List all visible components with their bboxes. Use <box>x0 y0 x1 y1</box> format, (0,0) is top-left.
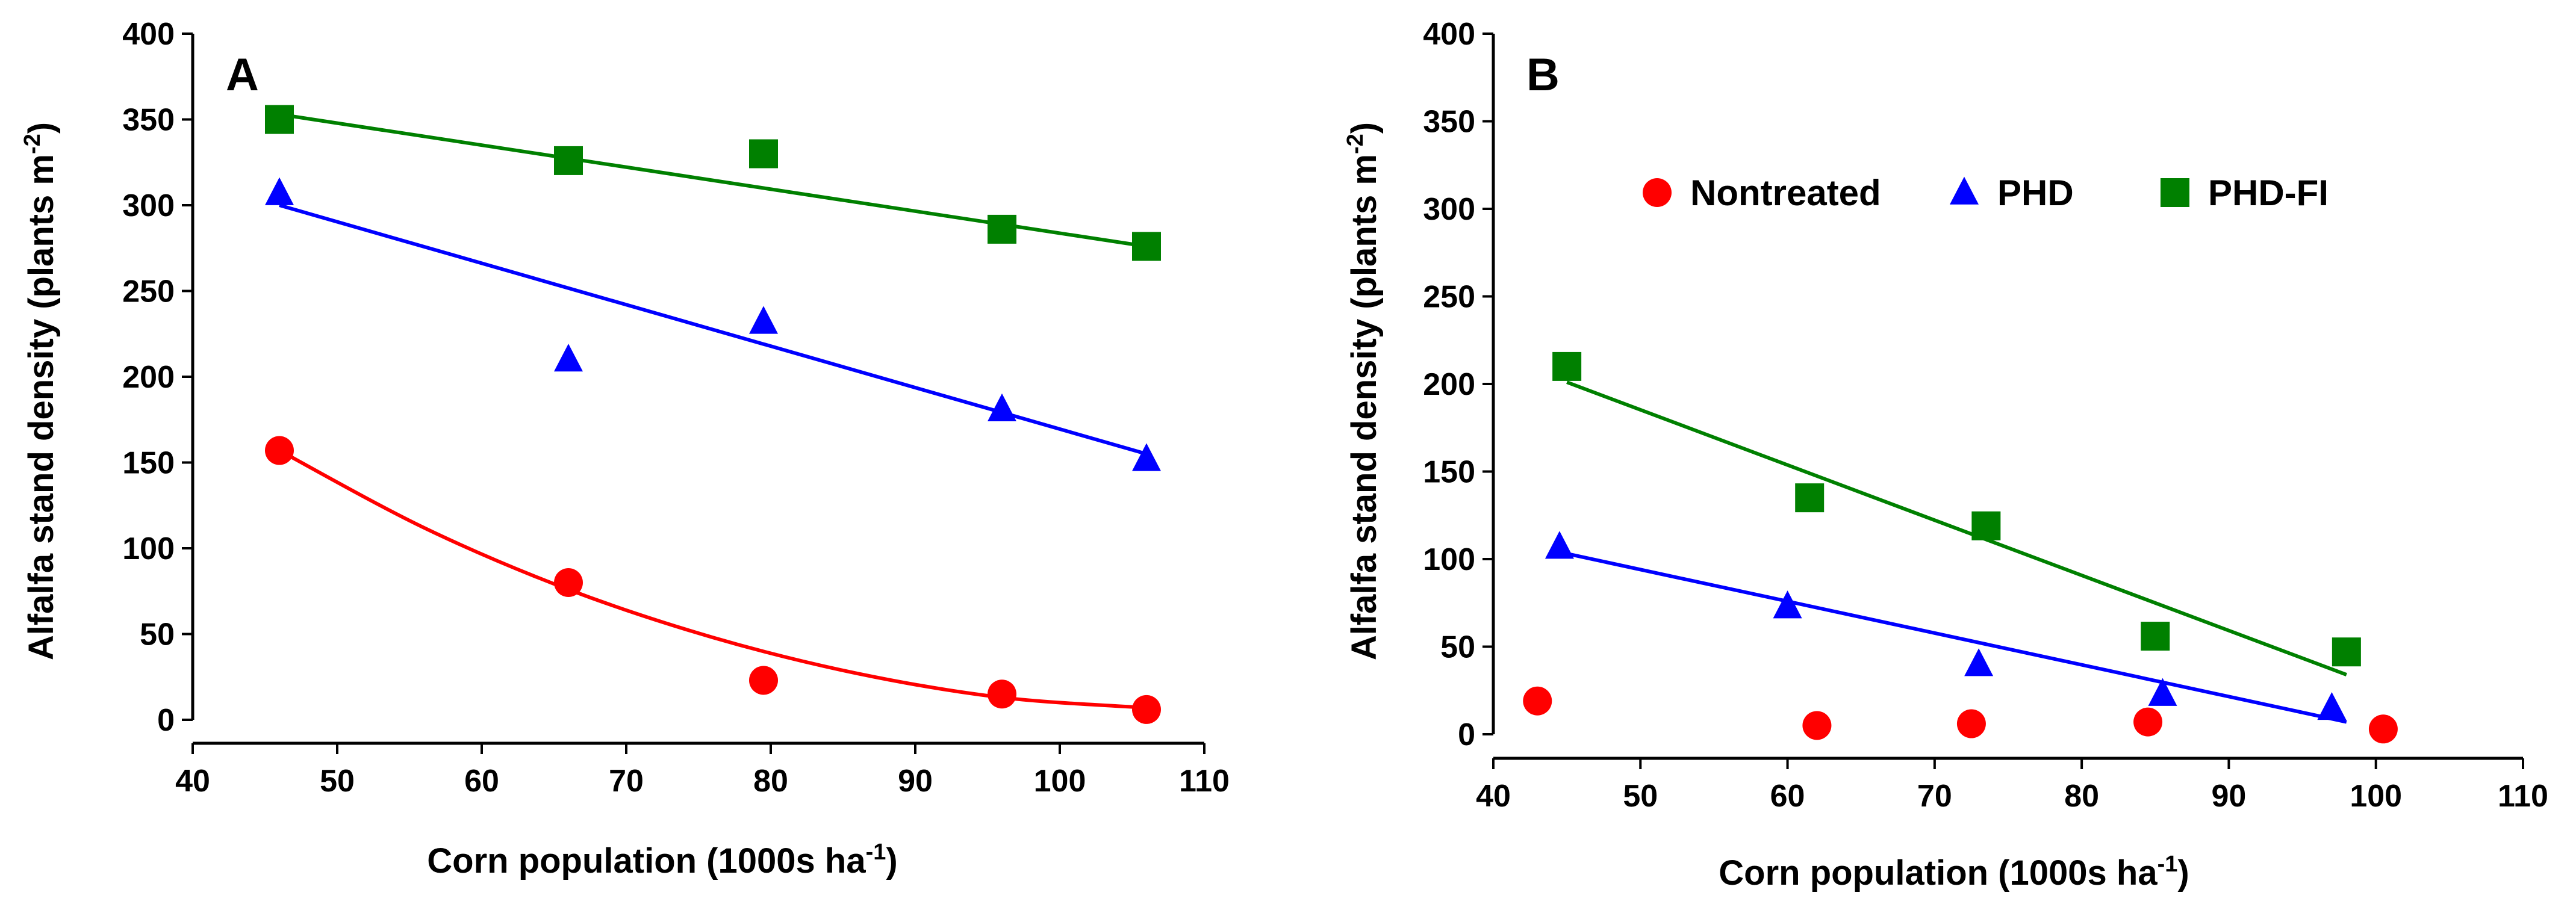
panel-b-point-nontreated <box>1802 711 1832 740</box>
panel-a-x-tick-label: 50 <box>320 764 355 799</box>
panel-b-y-tick-label: 50 <box>1440 630 1475 665</box>
panel-b-x-tick-label: 110 <box>2498 779 2548 814</box>
legend-label-nontreated: Nontreated <box>1690 173 1881 213</box>
panel-a-fit-lines <box>278 112 1147 710</box>
chart-panel-a: 0 50 100 150 200 250 300 350 400 40 50 60 70 80 90 100 1… <box>20 17 1230 880</box>
panel-a-x-tick-label: 40 <box>175 764 210 799</box>
panel-b-x-tick-label: 50 <box>1623 779 1658 814</box>
panel-b-point-phd <box>1545 531 1574 559</box>
panel-b-point-nontreated <box>1523 686 1552 716</box>
panel-b-point-phd-fi <box>1552 351 1582 381</box>
panel-a-point-phd <box>554 344 583 372</box>
panel-a-point-phd-fi <box>265 105 294 134</box>
panel-b-y-tick-label: 0 <box>1458 717 1475 752</box>
panel-b-point-nontreated <box>2368 714 2398 744</box>
panel-b-label: B <box>1526 49 1560 101</box>
panel-b-x-tick-label: 80 <box>2064 779 2099 814</box>
panel-a-x-tick-label: 70 <box>609 764 644 799</box>
panel-b-y-tick-label: 200 <box>1423 367 1475 402</box>
panel-a-y-tick-label: 400 <box>122 17 175 52</box>
panel-a-y-tick-label: 100 <box>122 531 175 566</box>
panel-b-point-phd-fi <box>2141 622 2170 651</box>
panel-a-data-points <box>265 105 1161 724</box>
panel-a-point-phd-fi <box>554 146 583 175</box>
panel-a-point-phd-fi <box>1132 232 1161 261</box>
legend-label-phd: PHD <box>1997 173 2074 213</box>
panel-b-data-points <box>1523 351 2398 744</box>
panel-b-y-tick-label: 400 <box>1423 17 1475 52</box>
panel-a-point-phd <box>1132 443 1161 471</box>
panel-b-legend: Nontreated PHD PHD-FI <box>1643 173 2329 213</box>
panel-b-axes: 0 50 100 150 200 250 300 350 400 40 50 60 70 80 90 100 1… <box>1423 17 2548 814</box>
panel-a-fit-line-nontreated <box>278 448 1147 710</box>
panel-a-point-phd <box>265 177 294 205</box>
panel-b-x-tick-label: 100 <box>2350 779 2402 814</box>
panel-b-x-tick-label: 70 <box>1917 779 1952 814</box>
panel-b-y-tick-label: 150 <box>1423 455 1475 490</box>
panel-a-x-tick-label: 110 <box>1179 764 1230 799</box>
panel-a-label: A <box>226 49 259 101</box>
legend-marker-phd <box>1950 176 1979 205</box>
panel-b-point-phd-fi <box>1971 511 2001 540</box>
panel-a-x-tick-label: 90 <box>898 764 933 799</box>
panel-a-y-tick-label: 200 <box>122 360 175 395</box>
panel-a-point-nontreated <box>988 679 1016 709</box>
panel-a-x-tick-label: 80 <box>753 764 788 799</box>
legend-marker-nontreated <box>1643 178 1672 207</box>
panel-a-y-axis-title: Alfalfa stand density (plants m-2) <box>20 122 61 660</box>
panel-a-y-tick-label: 150 <box>122 446 175 481</box>
panel-a-point-nontreated <box>554 568 583 597</box>
panel-b-y-tick-label: 100 <box>1423 542 1475 577</box>
panel-a-y-tick-label: 300 <box>122 188 175 223</box>
panel-a-x-tick-label: 60 <box>464 764 499 799</box>
panel-a-y-tick-label: 50 <box>140 617 175 652</box>
panel-b-y-tick-label: 250 <box>1423 280 1475 315</box>
chart-panel-b: 0 50 100 150 200 250 300 350 400 40 50 60 70 80 90 100 1… <box>1343 17 2548 893</box>
panel-a-point-phd <box>749 306 778 334</box>
panel-a-point-nontreated <box>1132 695 1161 724</box>
panel-b-fit-line-phd <box>1559 550 2347 724</box>
panel-a-point-nontreated <box>749 666 778 695</box>
panel-b-point-phd-fi <box>1795 483 1825 513</box>
panel-b-point-nontreated <box>1956 709 1986 738</box>
panel-a-point-phd <box>988 393 1016 421</box>
panel-b-fit-lines <box>1559 380 2347 724</box>
panel-b-fit-line-phd-fi <box>1566 380 2347 676</box>
panel-b-y-axis-title: Alfalfa stand density (plants m-2) <box>1343 122 1384 660</box>
legend-marker-phd-fi <box>2161 178 2189 207</box>
panel-b-point-nontreated <box>2133 707 2163 737</box>
panel-a-x-tick-label: 100 <box>1034 764 1086 799</box>
panel-b-point-phd-fi <box>2332 637 2361 667</box>
panel-a-point-phd-fi <box>749 139 778 169</box>
panel-a-point-phd-fi <box>988 214 1016 244</box>
panel-a-x-axis-title: Corn population (1000s ha-1) <box>427 840 897 880</box>
panel-b-x-tick-label: 90 <box>2212 779 2247 814</box>
panel-b-point-phd <box>1964 648 1994 676</box>
panel-b-x-tick-label: 60 <box>1770 779 1805 814</box>
panel-b-x-tick-label: 40 <box>1476 779 1511 814</box>
legend-label-phd-fi: PHD-FI <box>2208 173 2329 213</box>
panel-a-y-tick-label: 250 <box>122 274 175 309</box>
panel-a-y-tick-label: 350 <box>122 103 175 138</box>
panel-a-point-nontreated <box>265 436 294 465</box>
panel-a-y-tick-label: 0 <box>157 703 175 738</box>
panel-b-y-tick-label: 350 <box>1423 105 1475 140</box>
panel-a-axes: 0 50 100 150 200 250 300 350 400 40 50 60 70 80 90 100 1… <box>122 17 1230 799</box>
panel-b-y-tick-label: 300 <box>1423 192 1475 227</box>
panel-b-point-phd <box>1773 590 1802 619</box>
panel-b-x-axis-title: Corn population (1000s ha-1) <box>1719 852 2189 893</box>
panel-b-point-phd <box>2317 692 2347 720</box>
panel-b-point-phd <box>2148 678 2177 706</box>
